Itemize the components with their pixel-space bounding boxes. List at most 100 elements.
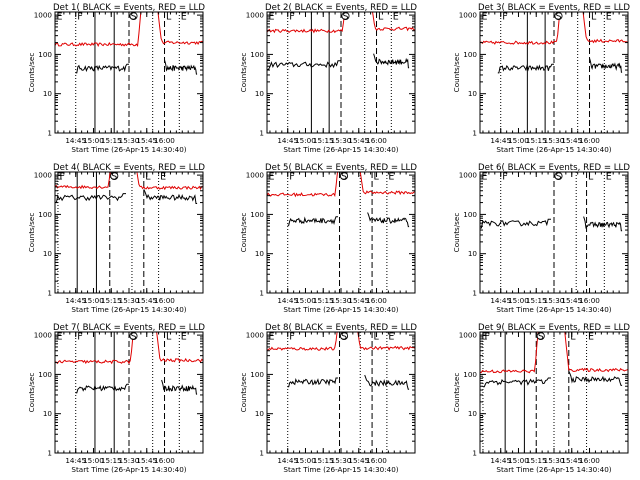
panel-det5: 1 10 100 1000 14:4515:0015:1515:3015:4516:00…: [239, 163, 417, 314]
panel-det9: 1 10 100 1000 14:4515:0015:1515:3015:4516:00…: [452, 323, 630, 474]
x-tick-label: 15:30: [544, 296, 565, 305]
y-tick-label: 100: [38, 50, 52, 59]
data-layer: [55, 332, 203, 453]
interval-marker-label: L: [145, 172, 151, 183]
panel-det4: 1 10 100 1000 14:4515:0015:1515:3015:4516:00…: [27, 163, 205, 314]
x-tick-label: 15:15: [526, 296, 547, 305]
y-tick-label: 100: [250, 50, 264, 59]
data-layer: [480, 12, 628, 133]
x-tick-label: 15:45: [348, 456, 369, 465]
interval-marker-label: E: [481, 172, 487, 183]
x-tick-label: 15:00: [83, 136, 104, 145]
interval-marker-label: F: [77, 12, 82, 23]
panel-det6: 1 10 100 1000 14:4515:0015:1515:3015:4516:00…: [452, 163, 630, 314]
interval-marker-label: L: [166, 12, 172, 23]
y-tick-label: 1000: [34, 11, 53, 20]
y-axis-label: Counts/sec: [239, 53, 248, 93]
interval-marker-label: F: [77, 332, 82, 343]
x-tick-label: 15:15: [313, 136, 334, 145]
interval-marker-label: F: [289, 12, 294, 23]
events-series-line: [164, 59, 198, 75]
panel-title: Det 1( BLACK = Events, RED = LLD: [53, 3, 205, 13]
y-axis-label: Counts/sec: [239, 213, 248, 253]
x-tick-label: 15:00: [295, 296, 316, 305]
x-tick-label: 16:00: [154, 296, 175, 305]
x-tick-label: 15:30: [119, 296, 140, 305]
panel-det1: 1 10 100 1000 14:4515:0015:1515:3015:4516:00…: [27, 3, 205, 154]
x-tick-label: 14:45: [277, 296, 298, 305]
x-tick-label: 15:30: [331, 456, 352, 465]
y-tick-label: 100: [250, 370, 264, 379]
x-tick-label: 15:15: [313, 456, 334, 465]
events-series-line: [161, 379, 198, 395]
y-tick-label: 10: [255, 89, 265, 98]
x-tick-label: 15:15: [526, 456, 547, 465]
x-tick-label: 15:00: [295, 456, 316, 465]
x-tick-label: 15:00: [295, 136, 316, 145]
y-axis-label: Counts/sec: [27, 213, 36, 253]
interval-marker-label: S: [555, 172, 561, 183]
interval-marker-label: F: [289, 172, 294, 183]
interval-marker-label: E: [160, 172, 166, 183]
x-tick-label: 14:45: [490, 296, 511, 305]
y-tick-label: 1: [472, 449, 477, 458]
events-series-line: [367, 212, 410, 228]
x-tick-label: 15:45: [136, 456, 157, 465]
y-tick-label: 1000: [459, 11, 478, 20]
panel-det8: 1 10 100 1000 14:4515:0015:1515:3015:4516:00…: [239, 323, 417, 474]
panel-det3: 1 10 100 1000 14:4515:0015:1515:3015:4516:00…: [452, 3, 630, 154]
interval-marker-circle: [129, 331, 138, 341]
interval-marker-label: E: [56, 12, 62, 23]
events-series-line: [143, 189, 198, 204]
x-axis-label: Start Time (26-Apr-15 14:30:40): [496, 145, 611, 154]
y-tick-label: 1000: [246, 171, 265, 180]
x-tick-label: 16:00: [366, 136, 387, 145]
interval-marker-label: E: [268, 332, 274, 343]
interval-marker-label: E: [181, 12, 187, 23]
interval-marker-label: E: [393, 12, 399, 23]
x-tick-label: 14:45: [277, 456, 298, 465]
x-tick-label: 15:30: [544, 456, 565, 465]
x-tick-label: 15:15: [101, 136, 122, 145]
interval-marker-label: E: [268, 172, 274, 183]
y-tick-label: 1000: [459, 331, 478, 340]
panel-title: Det 6( BLACK = Events, RED = LLD: [478, 163, 630, 173]
x-tick-label: 15:15: [101, 296, 122, 305]
y-tick-label: 1: [47, 129, 52, 138]
panel-title: Det 7( BLACK = Events, RED = LLD: [53, 323, 205, 333]
x-tick-label: 16:00: [366, 296, 387, 305]
interval-marker-label: E: [606, 172, 612, 183]
x-tick-label: 15:00: [83, 456, 104, 465]
interval-marker-label: E: [388, 332, 394, 343]
x-tick-label: 15:45: [348, 136, 369, 145]
lld-series-line: [267, 12, 415, 34]
y-tick-label: 10: [468, 89, 478, 98]
events-series-line: [480, 218, 551, 229]
y-tick-label: 10: [255, 409, 265, 418]
y-tick-label: 10: [43, 89, 53, 98]
events-series-line: [75, 383, 129, 394]
interval-marker-label: S: [111, 172, 117, 183]
lld-series-line: [267, 332, 415, 351]
x-axis-label: Start Time (26-Apr-15 14:30:40): [283, 465, 398, 474]
y-tick-label: 100: [463, 210, 477, 219]
interval-marker-label: E: [268, 12, 274, 23]
interval-marker-label: E: [181, 332, 187, 343]
x-axis-label: Start Time (26-Apr-15 14:30:40): [71, 305, 186, 314]
interval-marker-circle: [339, 171, 349, 181]
y-tick-label: 1: [259, 449, 264, 458]
lld-series-line: [267, 172, 415, 198]
y-axis-label: Counts/sec: [239, 373, 248, 413]
interval-marker-label: S: [341, 332, 347, 343]
y-tick-label: 1: [472, 289, 477, 298]
data-layer: [55, 12, 203, 133]
x-tick-label: 15:30: [544, 136, 565, 145]
y-tick-label: 1: [259, 289, 264, 298]
x-tick-label: 15:45: [561, 456, 582, 465]
x-tick-label: 16:00: [366, 456, 387, 465]
lld-series-line: [55, 12, 203, 47]
x-tick-label: 15:30: [119, 136, 140, 145]
x-tick-label: 14:45: [490, 456, 511, 465]
x-tick-label: 16:00: [154, 136, 175, 145]
